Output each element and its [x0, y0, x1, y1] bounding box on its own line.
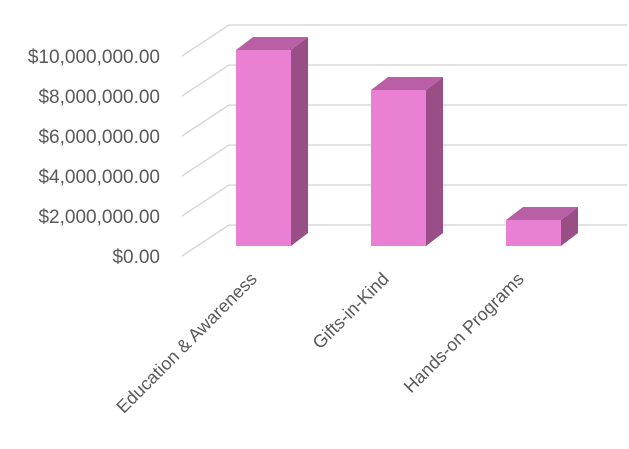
bar [371, 77, 443, 246]
x-axis-category-labels: Education & Awareness Gifts-in-Kind Hands-… [112, 269, 527, 417]
gridline [181, 144, 627, 177]
bar-top-face [371, 77, 443, 90]
y-tick-label: $10,000,000.00 [28, 47, 160, 68]
gridline [181, 104, 627, 137]
bar [236, 37, 308, 246]
x-category-label: Hands-on Programs [400, 269, 528, 397]
y-tick-label: $8,000,000.00 [38, 87, 160, 108]
gridline [181, 224, 627, 257]
bar-front-face [236, 50, 291, 246]
bar-top-face [236, 37, 308, 50]
bar-front-face [506, 220, 561, 246]
gridline [181, 184, 627, 217]
gridline [181, 24, 627, 57]
bar-front-face [371, 90, 426, 246]
y-tick-label: $4,000,000.00 [38, 167, 160, 188]
bar [506, 207, 578, 246]
y-axis-tick-labels: $0.00 $2,000,000.00 $4,000,000.00 $6,000,00… [28, 47, 160, 268]
gridline [181, 64, 627, 97]
x-category-label: Education & Awareness [112, 269, 260, 417]
y-tick-label: $6,000,000.00 [38, 127, 160, 148]
bars [236, 37, 578, 246]
bar-side-face [426, 77, 443, 246]
x-category-label: Gifts-in-Kind [309, 269, 393, 353]
y-tick-label: $0.00 [112, 247, 160, 268]
bar-top-face [506, 207, 578, 220]
bar-side-face [291, 37, 308, 246]
y-tick-label: $2,000,000.00 [38, 207, 160, 228]
gridlines [181, 24, 627, 257]
